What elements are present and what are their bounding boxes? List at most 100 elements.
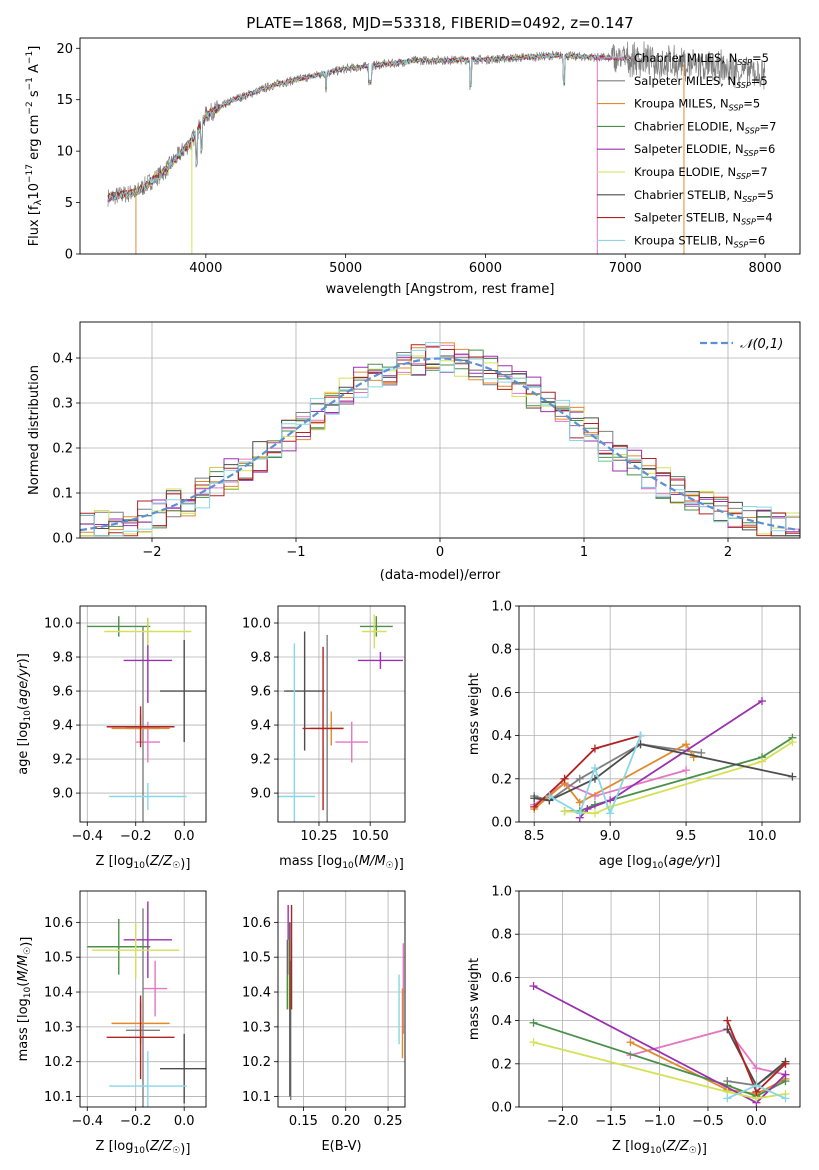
- x-axis-label: (data-model)/error: [380, 568, 501, 583]
- y-tick-label: 10.6: [44, 916, 73, 931]
- x-tick-label: 1: [580, 545, 588, 560]
- x-tick-label: −0.4: [71, 829, 103, 844]
- legend-label: Kroupa ELODIE, NSSP=7: [634, 165, 768, 181]
- y-tick-label: 0.0: [491, 1101, 512, 1116]
- axes-frame: [277, 605, 406, 823]
- y-tick-label: 10.4: [242, 986, 271, 1001]
- spectrum-line: [107, 52, 633, 202]
- x-tick-label: 0.0: [174, 829, 195, 844]
- figure-title: PLATE=1868, MJD=53318, FIBERID=0492, z=0…: [246, 14, 633, 32]
- y-tick-label: 10.3: [242, 1020, 271, 1035]
- legend-sub: SSP: [742, 195, 757, 204]
- legend-model: Salpeter STELIB, N: [634, 211, 741, 225]
- axes-frame: [79, 321, 801, 539]
- y-tick-label: 0.8: [491, 643, 512, 658]
- y-tick-label: 10.1: [44, 1090, 73, 1105]
- legend-label: Chabrier MILES, NSSP=5: [634, 51, 769, 67]
- x-tick-label: −1.5: [595, 1114, 627, 1129]
- y-tick-label: 10.5: [242, 951, 271, 966]
- y-axis-label: age [log10(age/yr)]: [16, 653, 33, 775]
- legend-label: Salpeter STELIB, NSSP=4: [634, 211, 773, 227]
- legend-nssp: =4: [756, 211, 773, 225]
- plot-area: [107, 41, 766, 254]
- legend-nssp: =5: [757, 188, 774, 202]
- y-tick-label: 10.0: [242, 617, 271, 632]
- x-tick-label: −1: [286, 545, 305, 560]
- legend-label: Kroupa STELIB, NSSP=6: [634, 233, 765, 249]
- legend-label: 𝒩(0,1): [740, 337, 783, 352]
- legend-model: Chabrier MILES, N: [634, 51, 737, 65]
- y-axis-label: mass weight: [467, 958, 482, 1040]
- legend-nssp: =7: [751, 165, 768, 179]
- plot-area: [519, 891, 800, 1107]
- y-tick-label: 1.0: [491, 600, 512, 615]
- legend-nssp: =5: [743, 97, 760, 111]
- panel-mass_vs_EBV: 0.15 0.20 0.25 10.1 10.2 10.3 10.4 10.5 10.6 E(B-…: [242, 890, 406, 1154]
- legend-label: Kroupa MILES, NSSP=5: [634, 97, 760, 113]
- y-tick-label: 0.4: [52, 352, 73, 367]
- x-tick-label: 2: [724, 545, 732, 560]
- spectrum-line: [107, 41, 766, 207]
- legend-model: Kroupa MILES, N: [634, 97, 729, 111]
- y-tick-label: 9.2: [52, 753, 73, 768]
- x-axis-label: Z [log10(Z/Z☉)]: [96, 854, 191, 872]
- y-tick-label: 0: [65, 248, 73, 263]
- legend-model: Kroupa ELODIE, N: [634, 165, 736, 179]
- y-tick-label: 0.0: [491, 816, 512, 831]
- spectrum-line: [107, 52, 633, 201]
- y-tick-label: 0.2: [491, 1057, 512, 1072]
- x-tick-label: 0.20: [331, 1114, 360, 1129]
- y-tick-label: 10: [56, 145, 73, 160]
- y-tick-label: 10.6: [242, 916, 271, 931]
- weight-line: [534, 743, 793, 802]
- y-tick-label: 9.8: [52, 651, 73, 666]
- y-tick-label: 9.4: [250, 719, 271, 734]
- x-axis-label: age [log10(age/yr)]: [599, 854, 721, 871]
- weight-line: [533, 1041, 786, 1100]
- panel-mass_vs_Z: −0.4 −0.2 0.0 10.1 10.2 10.3 10.4 10.5 10.6 Z [lo…: [16, 890, 207, 1157]
- legend-sub: SSP: [736, 81, 751, 90]
- x-tick-label: 8.5: [524, 829, 545, 844]
- legend-nssp: =5: [752, 51, 769, 65]
- x-tick-label: 8000: [749, 261, 782, 276]
- weight-line: [630, 1028, 786, 1076]
- y-tick-label: 5: [65, 196, 73, 211]
- y-axis-label: mass weight: [467, 673, 482, 755]
- legend-label: Salpeter ELODIE, NSSP=6: [634, 142, 775, 158]
- legend-sub: SSP: [737, 58, 752, 67]
- legend-sub: SSP: [729, 104, 744, 113]
- legend-model: Salpeter MILES, N: [634, 74, 736, 88]
- legend-model: Chabrier STELIB, N: [634, 188, 742, 202]
- legend-label: Chabrier STELIB, NSSP=5: [634, 188, 774, 204]
- x-tick-label: 5000: [329, 261, 362, 276]
- y-tick-label: 9.8: [250, 651, 271, 666]
- y-tick-label: 0.2: [52, 442, 73, 457]
- panel-residuals: −2 −1 0 1 2 0.0 0.1 0.2 0.3 0.4 (data-model)/error…: [27, 321, 801, 583]
- legend-label: Salpeter MILES, NSSP=5: [634, 74, 768, 90]
- histogram-step: [80, 342, 800, 537]
- spectrum-line: [107, 52, 633, 200]
- legend-sub: SSP: [745, 126, 760, 135]
- legend-nssp: =5: [751, 74, 768, 88]
- y-tick-label: 0.4: [491, 729, 512, 744]
- panel-age_vs_mass: 10.25 10.50 9.0 9.2 9.4 9.6 9.8 10.0 mass [log10…: [242, 605, 406, 872]
- y-axis-label: mass [log10(M/M☉)]: [16, 937, 34, 1062]
- axes-frame: [518, 605, 801, 823]
- x-tick-label: −2: [142, 545, 161, 560]
- gaussian-curve: [80, 357, 800, 532]
- axes-frame: [79, 37, 801, 255]
- y-axis-label: Normed distribution: [27, 365, 42, 495]
- y-tick-label: 0.1: [52, 487, 73, 502]
- legend-model: Chabrier ELODIE, N: [634, 119, 745, 133]
- y-tick-label: 9.6: [52, 685, 73, 700]
- panel-massweight_vs_age: 8.5 9.0 9.5 10.0 0.0 0.2 0.4 0.6 0.8 1.0 age [log1…: [467, 600, 801, 871]
- legend-sub: SSP: [736, 172, 751, 181]
- plot-area: [80, 322, 800, 538]
- x-tick-label: 0: [436, 545, 444, 560]
- axes-frame: [518, 890, 801, 1108]
- x-tick-label: −0.2: [120, 829, 152, 844]
- y-tick-label: 20: [56, 42, 73, 57]
